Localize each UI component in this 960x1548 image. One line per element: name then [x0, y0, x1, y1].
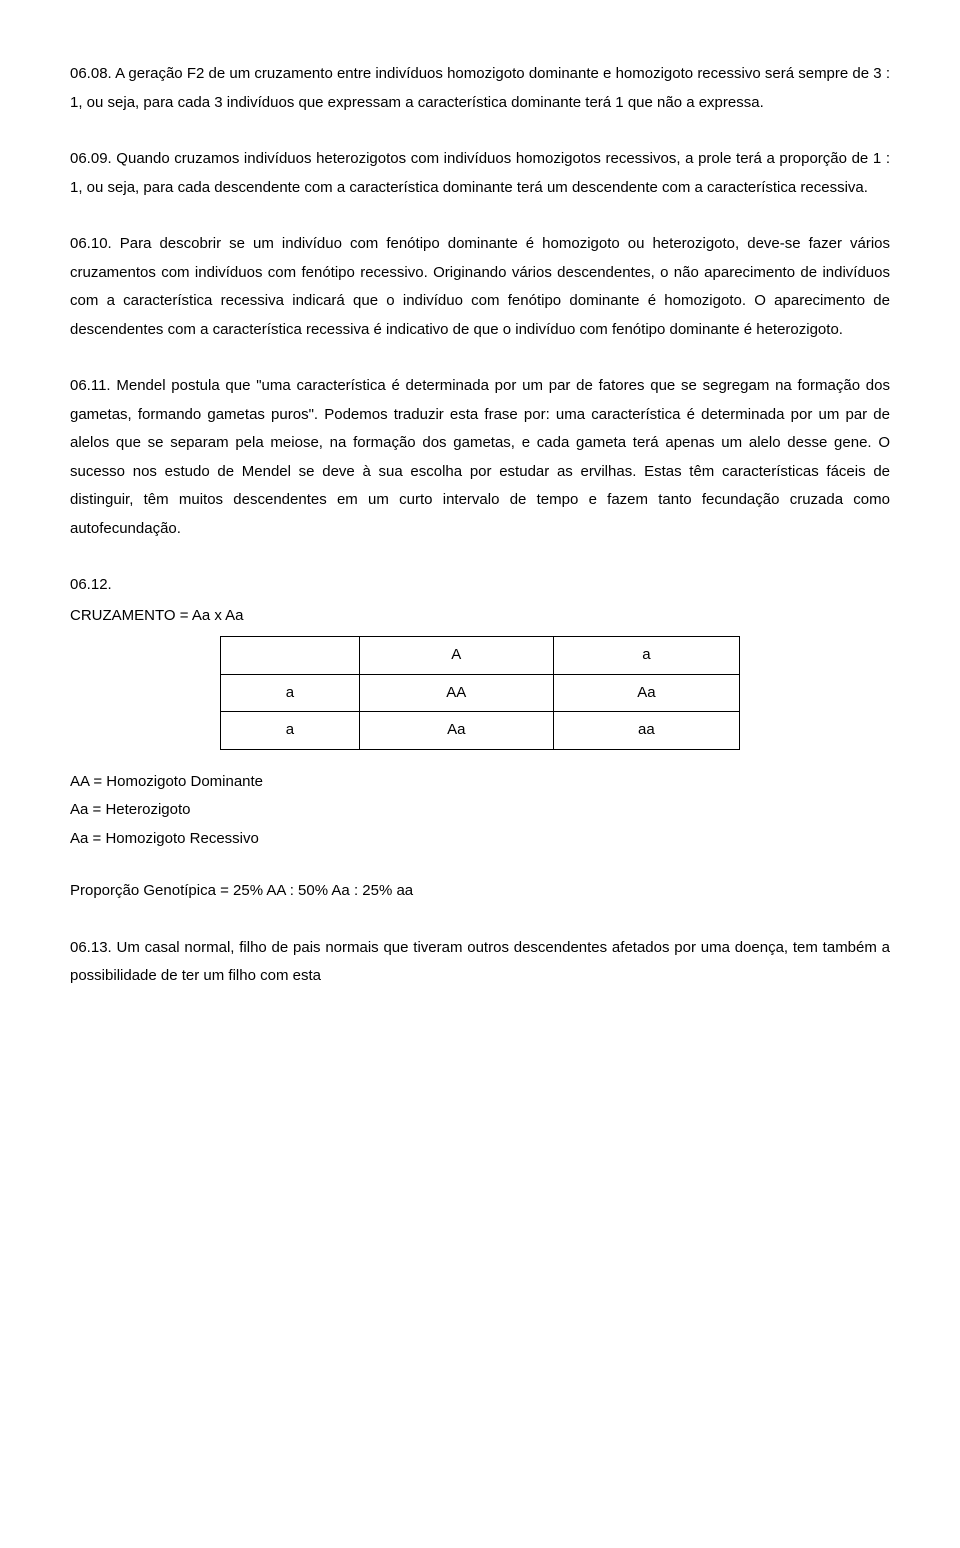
paragraph-0613: 06.13. Um casal normal, filho de pais no…	[70, 934, 890, 991]
cell-blank	[221, 637, 360, 675]
cell-header-A: A	[359, 637, 553, 675]
legend-block: AA = Homozigoto Dominante Aa = Heterozig…	[70, 768, 890, 854]
cell-genotype: aa	[553, 712, 739, 750]
legend-line-2: Aa = Heterozigoto	[70, 796, 890, 825]
cell-row-gamete: a	[221, 674, 360, 712]
proportion-line: Proporção Genotípica = 25% AA : 50% Aa :…	[70, 877, 890, 906]
table-row: a Aa aa	[221, 712, 740, 750]
paragraph-0609: 06.09. Quando cruzamos indivíduos hetero…	[70, 145, 890, 202]
paragraph-0608: 06.08. A geração F2 de um cruzamento ent…	[70, 60, 890, 117]
section-0612-label: 06.12.	[70, 571, 890, 600]
cell-genotype: Aa	[553, 674, 739, 712]
cell-header-a: a	[553, 637, 739, 675]
paragraph-0611: 06.11. Mendel postula que "uma caracterí…	[70, 372, 890, 543]
legend-line-3: Aa = Homozigoto Recessivo	[70, 825, 890, 854]
cell-row-gamete: a	[221, 712, 360, 750]
cross-definition: CRUZAMENTO = Aa x Aa	[70, 602, 890, 631]
punnett-table-wrap: A a a AA Aa a Aa aa	[70, 636, 890, 750]
cell-genotype: Aa	[359, 712, 553, 750]
cell-genotype: AA	[359, 674, 553, 712]
table-row: A a	[221, 637, 740, 675]
legend-line-1: AA = Homozigoto Dominante	[70, 768, 890, 797]
paragraph-0610: 06.10. Para descobrir se um indivíduo co…	[70, 230, 890, 344]
punnett-table: A a a AA Aa a Aa aa	[220, 636, 740, 750]
table-row: a AA Aa	[221, 674, 740, 712]
